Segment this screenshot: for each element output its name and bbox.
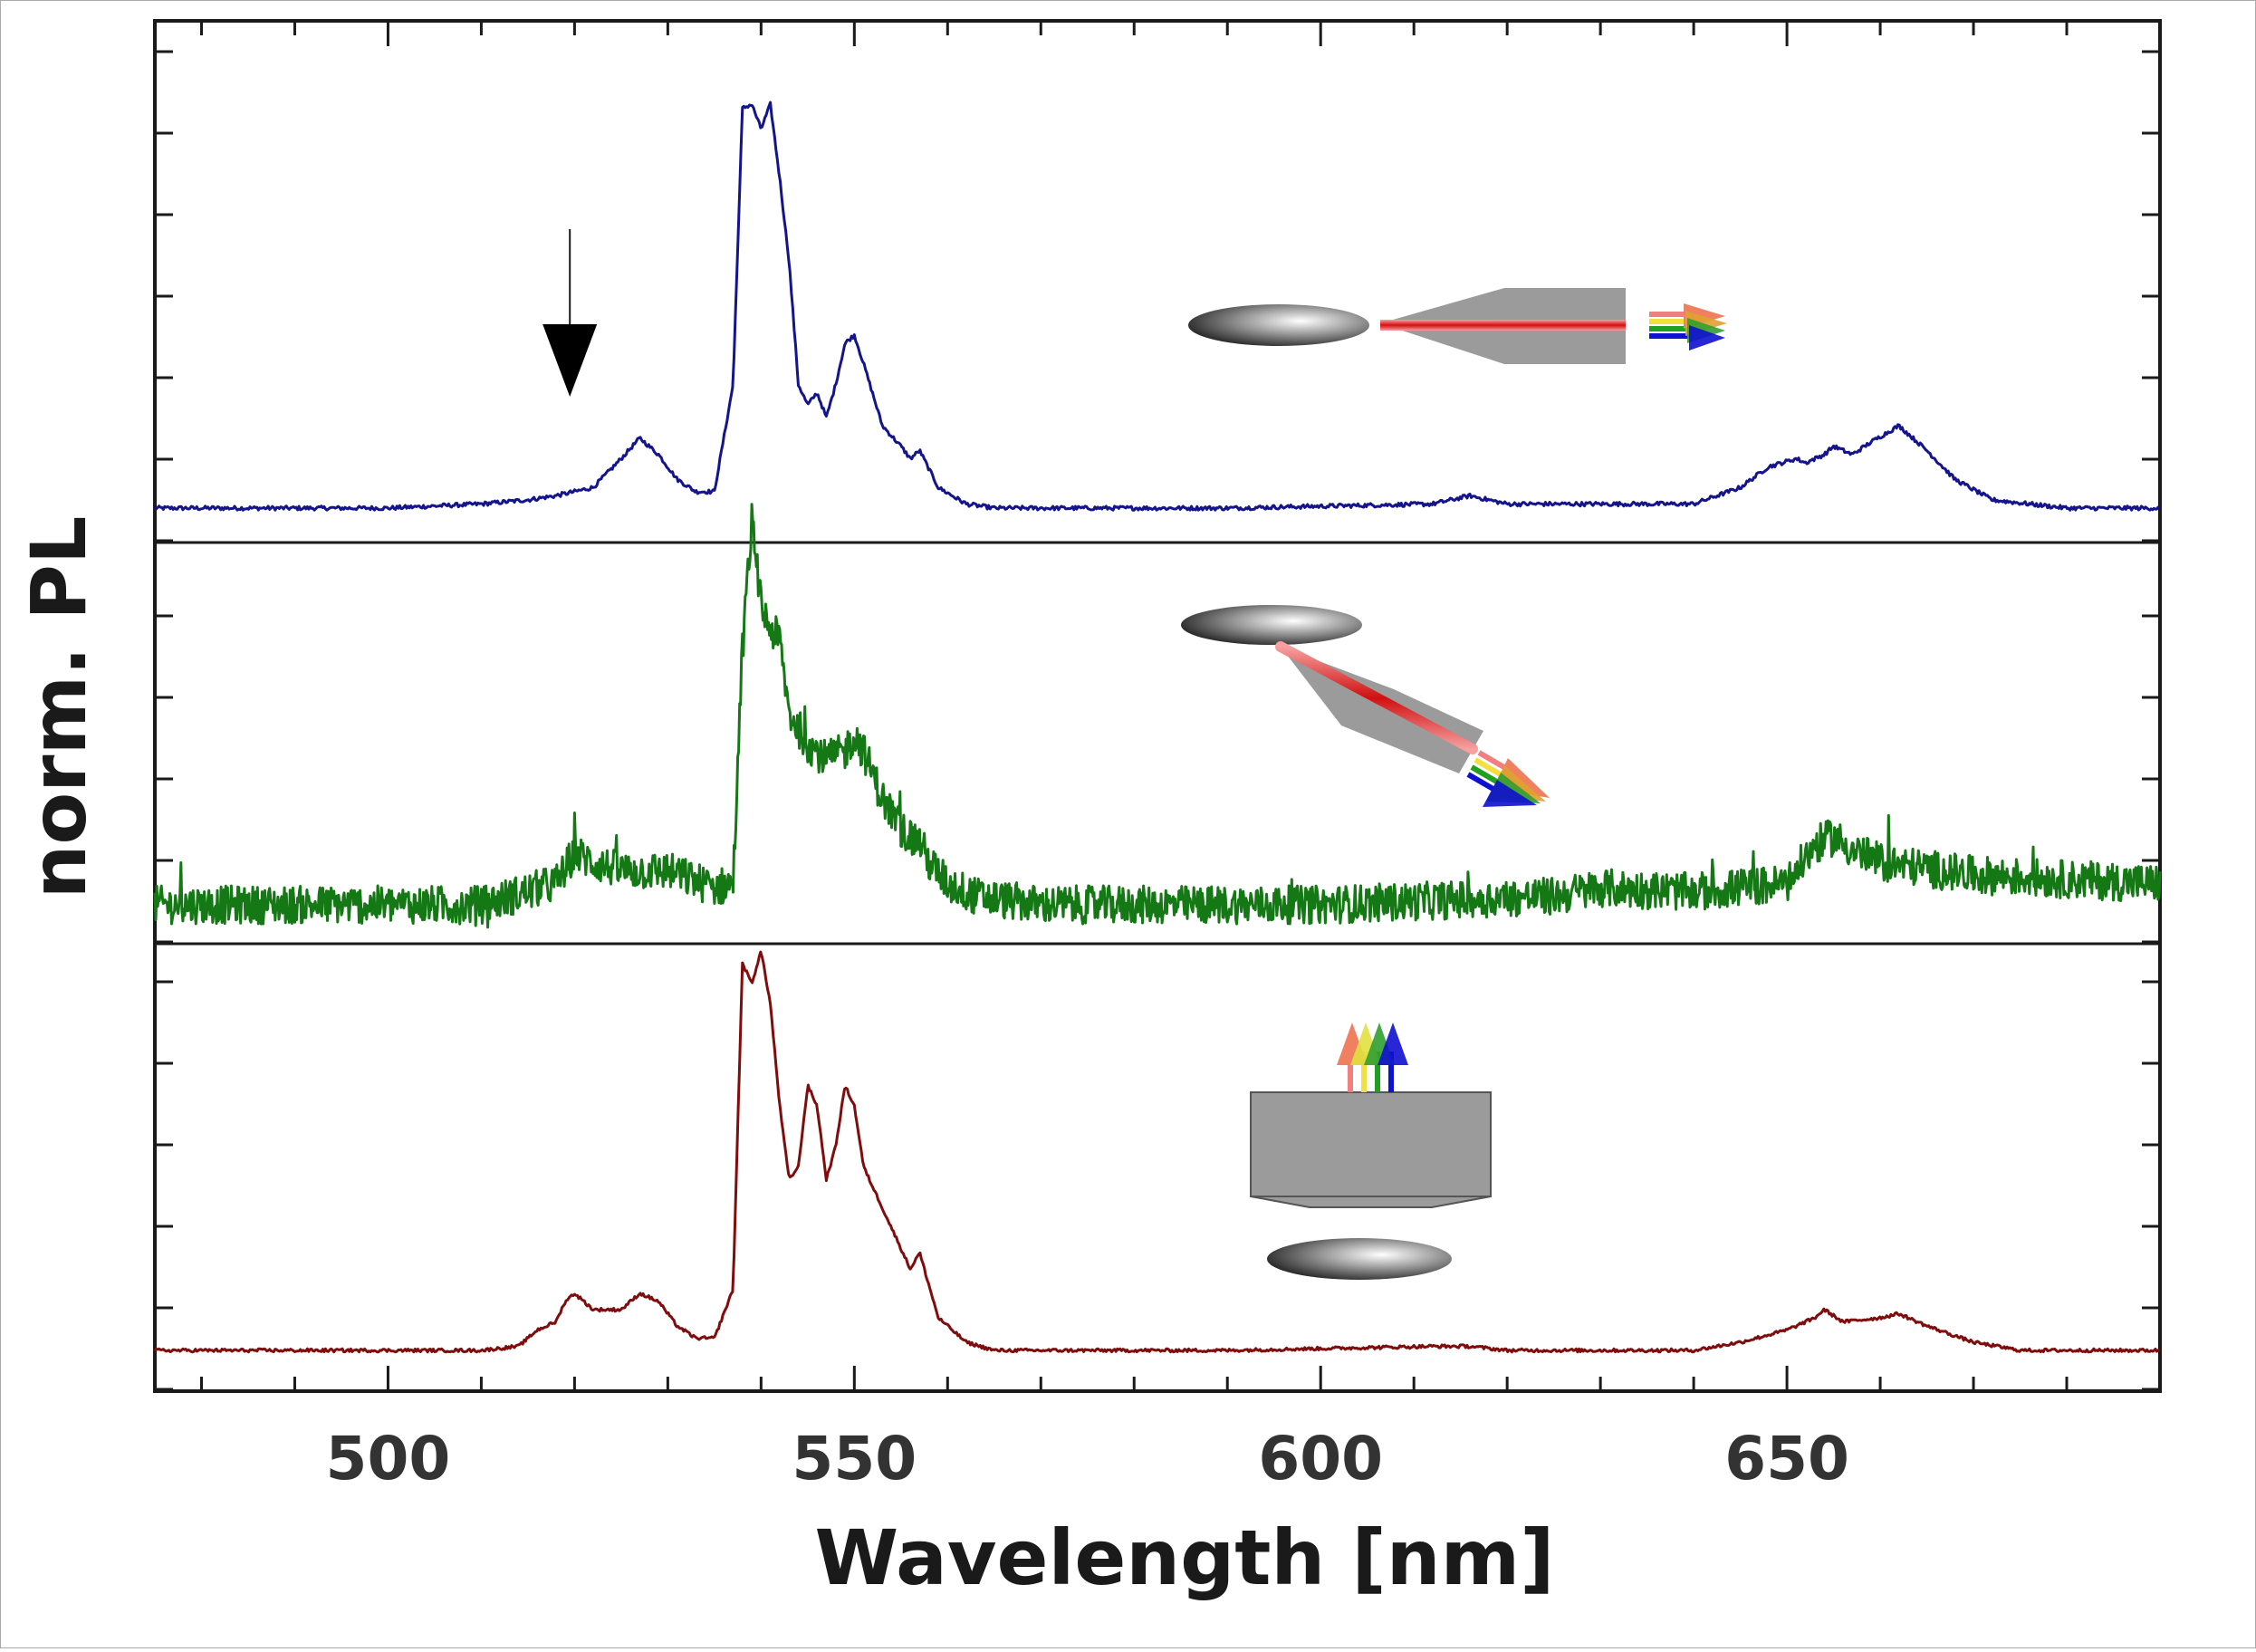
beam-icon [1380,320,1626,331]
x-tick-label: 550 [792,1424,917,1494]
disk-icon [1267,1238,1452,1280]
x-tick-label: 600 [1258,1424,1383,1494]
emission-arrows-icon [1337,1023,1408,1092]
x-tick-label: 500 [326,1424,451,1494]
y-axis-title: norm. PL [14,516,103,899]
disk-icon [1181,605,1362,645]
angled-emission-schematic [1181,605,1550,807]
emission-arrows-icon [1649,303,1727,351]
x-tick-label: 650 [1724,1424,1849,1494]
series-line-middle [153,503,2162,929]
plot-frame [153,19,2162,1393]
x-tick-labels: 500 550 600 650 [326,1424,1849,1494]
x-axis-ticks [199,21,2162,1391]
y-axis-ticks [155,50,2160,1391]
series-line-bottom [153,950,2160,1354]
series-layer [153,101,2162,1354]
emission-arrows-icon [1466,750,1550,807]
x-axis-title: Wavelength [nm] [814,1513,1554,1602]
side-emission-schematic [1188,288,1727,364]
panel-separators [155,541,2160,946]
top-emission-schematic [1250,1023,1492,1280]
down-arrow-annotation [542,229,598,397]
disk-icon [1188,304,1369,346]
series-line-top [153,101,2160,512]
beam-icon [1275,641,1478,754]
block-icon [1250,1091,1492,1208]
